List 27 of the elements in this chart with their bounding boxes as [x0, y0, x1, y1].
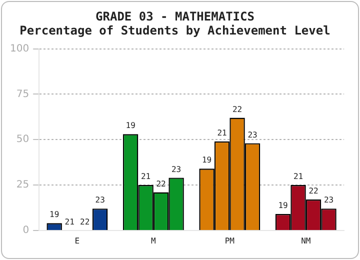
y-tick-label: 75 [16, 88, 30, 100]
text: 19 [278, 201, 288, 210]
y-tick-label: 25 [16, 180, 30, 191]
text: 21 [293, 172, 304, 182]
chart-title: GRADE 03 - MATHEMATICS [96, 9, 254, 24]
text: 22 [308, 186, 318, 196]
x-tick-label: NM [301, 236, 311, 246]
x-tick-label: E [74, 236, 80, 246]
text: 23 [324, 196, 334, 205]
chart-subtitle: Percentage of Students by Achievement Level [20, 24, 330, 38]
series-label: 22 [156, 179, 166, 188]
text: 21 [217, 128, 227, 138]
text: 23 [248, 130, 258, 140]
text: 19 [50, 210, 60, 220]
text: 22 [232, 104, 242, 114]
text: 21 [64, 217, 74, 226]
series-label: 19 [202, 156, 212, 165]
text: 19 [126, 121, 136, 130]
text: 22 [80, 217, 90, 226]
x-tick-label: M [151, 236, 156, 246]
series-label: 21 [140, 172, 151, 182]
y-tick-label: 50 [16, 134, 30, 146]
y-tick-label: 100 [10, 43, 30, 54]
x-tick-label: PM [224, 236, 235, 246]
text: 23 [95, 196, 105, 205]
series-label: 23 [171, 164, 182, 174]
y-tick-label: 0 [22, 224, 30, 236]
